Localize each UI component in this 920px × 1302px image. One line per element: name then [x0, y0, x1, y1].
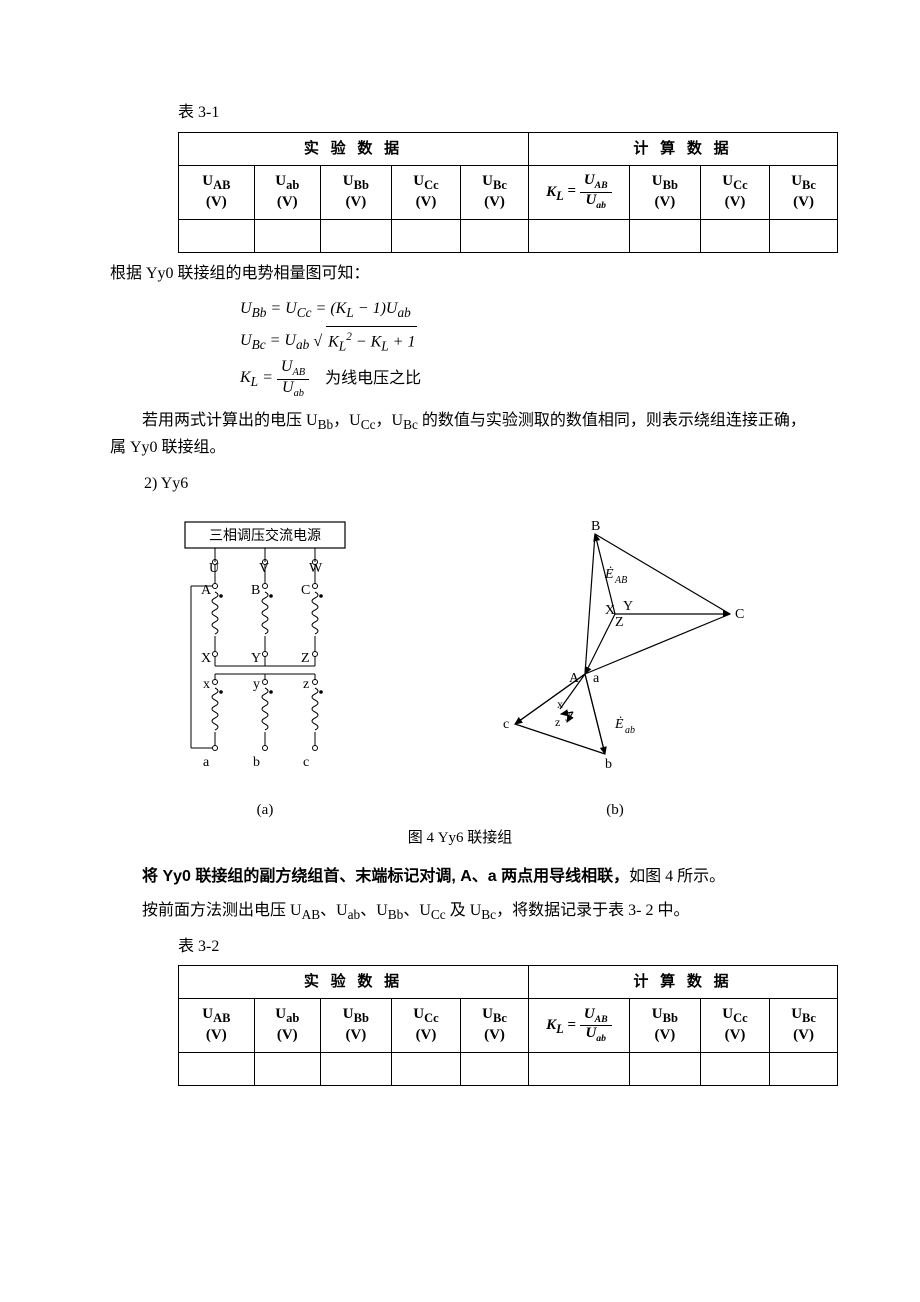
svg-text:C: C — [301, 583, 310, 598]
figure-a: 三相调压交流电源 UVW ABC — [155, 514, 375, 822]
cell — [770, 1053, 838, 1086]
cell — [320, 219, 391, 252]
svg-text:C: C — [735, 607, 744, 622]
svg-text:Z: Z — [615, 615, 624, 630]
svg-text:x: x — [203, 677, 210, 692]
hdr-UAB: UAB(V) — [179, 165, 255, 219]
hdr2-UBc: UBc(V) — [461, 999, 529, 1053]
hdr-UBc2: UBc(V) — [770, 165, 838, 219]
svg-text:B: B — [591, 519, 600, 534]
eq-UBc: UBc = Uab √ KL2 − KL + 1 — [240, 326, 810, 359]
svg-text:ab: ab — [625, 725, 635, 736]
figure-row: 三相调压交流电源 UVW ABC — [110, 514, 810, 822]
hdr-UCc2: UCc(V) — [700, 165, 769, 219]
hdr2-UBc2: UBc(V) — [770, 999, 838, 1053]
cell — [320, 1053, 391, 1086]
hdr-UBb2: UBb(V) — [629, 165, 700, 219]
cell — [629, 1053, 700, 1086]
section-yy6: 2) Yy6 — [144, 471, 810, 497]
svg-text:B: B — [251, 583, 260, 598]
table31-group-calc: 计 算 数 据 — [528, 132, 837, 165]
hdr-UBc: UBc(V) — [461, 165, 529, 219]
figure-a-label: (a) — [155, 798, 375, 822]
svg-text:Ė: Ė — [614, 716, 624, 732]
table31-group-exp: 实 验 数 据 — [179, 132, 529, 165]
table31-caption: 表 3-1 — [178, 100, 810, 126]
para-measure: 按前面方法测出电压 UAB、Uab、UBb、UCc 及 UBc，将数据记录于表 … — [110, 898, 810, 926]
hdr-KL: KL = UAB Uab — [528, 165, 629, 219]
equation-block: UBb = UCc = (KL − 1)Uab UBc = Uab √ KL2 … — [240, 294, 810, 400]
svg-text:a: a — [593, 671, 600, 686]
cell — [700, 1053, 769, 1086]
hdr2-UBb2: UBb(V) — [629, 999, 700, 1053]
svg-text:y: y — [253, 677, 260, 692]
eq-UBb: UBb = UCc = (KL − 1)Uab — [240, 294, 810, 326]
figure-caption: 图 4 Yy6 联接组 — [110, 826, 810, 850]
table-3-2: 实 验 数 据 计 算 数 据 UAB(V) Uab(V) UBb(V) UCc… — [178, 965, 838, 1086]
para-verify: 若用两式计算出的电压 UBb，UCc，UBc 的数值与实验测取的数值相同，则表示… — [110, 408, 810, 461]
svg-text:c: c — [503, 717, 509, 732]
svg-text:X: X — [201, 651, 211, 666]
hdr2-Uab: Uab(V) — [254, 999, 320, 1053]
svg-text:a: a — [203, 755, 210, 770]
svg-text:b: b — [605, 757, 612, 772]
cell — [461, 1053, 529, 1086]
table32-group-exp: 实 验 数 据 — [179, 966, 529, 999]
svg-text:AB: AB — [614, 575, 627, 586]
cell — [528, 1053, 629, 1086]
hdr-UCc: UCc(V) — [391, 165, 460, 219]
para-swap: 将 Yy0 联接组的副方绕组首、末端标记对调, A、a 两点用导线相联，如图 4… — [110, 864, 810, 890]
svg-text:A: A — [201, 583, 212, 598]
figure-b: B C A X Y Z Ė AB — [465, 514, 765, 822]
cell — [391, 219, 460, 252]
svg-text:y: y — [565, 707, 571, 721]
cell — [391, 1053, 460, 1086]
cell — [179, 219, 255, 252]
svg-text:z: z — [303, 677, 309, 692]
cell — [700, 219, 769, 252]
svg-text:W: W — [309, 561, 323, 576]
cell — [254, 219, 320, 252]
svg-text:x: x — [557, 697, 563, 711]
cell — [461, 219, 529, 252]
hdr2-UBb: UBb(V) — [320, 999, 391, 1053]
cell — [770, 219, 838, 252]
hdr2-UCc2: UCc(V) — [700, 999, 769, 1053]
table32-group-calc: 计 算 数 据 — [528, 966, 837, 999]
cell — [629, 219, 700, 252]
table-3-1: 实 验 数 据 计 算 数 据 UAB(V) Uab(V) UBb(V) UCc… — [178, 132, 838, 253]
svg-text:c: c — [303, 755, 309, 770]
svg-text:z: z — [555, 715, 560, 729]
svg-text:三相调压交流电源: 三相调压交流电源 — [209, 527, 321, 544]
svg-text:X: X — [605, 603, 615, 618]
svg-text:b: b — [253, 755, 260, 770]
eq-KL: KL = UAB Uab 为线电压之比 — [240, 359, 810, 400]
hdr2-UCc: UCc(V) — [391, 999, 460, 1053]
cell — [254, 1053, 320, 1086]
svg-text:Y: Y — [623, 599, 633, 614]
svg-text:Y: Y — [251, 651, 261, 666]
cell — [528, 219, 629, 252]
svg-text:Z: Z — [301, 651, 310, 666]
hdr2-KL: KL = UAB Uab — [528, 999, 629, 1053]
para-phasor-intro: 根据 Yy0 联接组的电势相量图可知： — [110, 261, 810, 287]
hdr2-UAB: UAB(V) — [179, 999, 255, 1053]
cell — [179, 1053, 255, 1086]
figure-b-label: (b) — [465, 798, 765, 822]
hdr-Uab: Uab(V) — [254, 165, 320, 219]
table32-caption: 表 3-2 — [178, 934, 810, 960]
hdr-UBb: UBb(V) — [320, 165, 391, 219]
svg-text:Ė: Ė — [604, 566, 614, 582]
